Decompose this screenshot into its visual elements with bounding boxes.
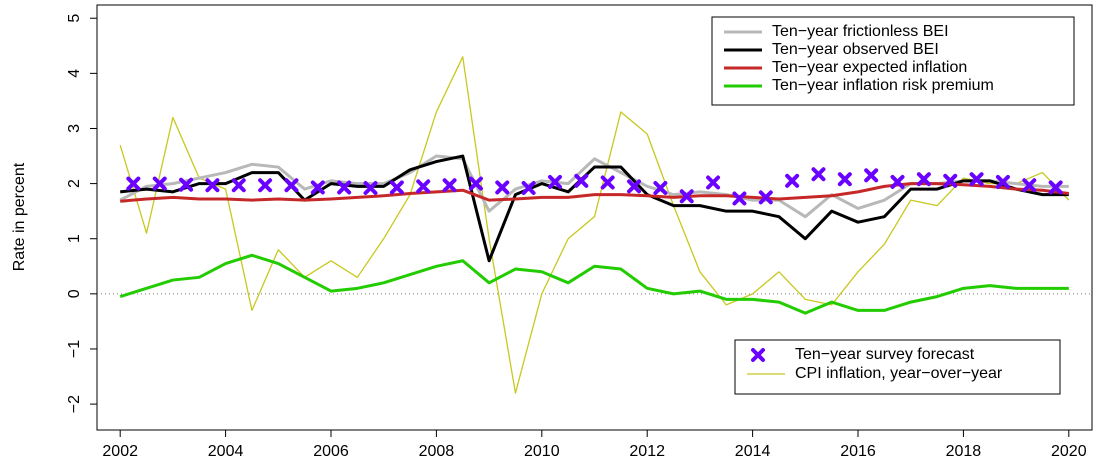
survey-point [126,176,141,191]
y-tick-label: 4 [66,69,83,78]
survey-point [1048,180,1063,195]
x-tick-label: 2004 [208,443,244,460]
x-tick-label: 2016 [840,443,876,460]
survey-point [1022,178,1037,193]
survey-point [837,172,852,187]
survey-point [732,191,747,206]
survey-point [152,176,167,191]
survey-point [785,173,800,188]
series-line [120,182,1069,203]
survey-point [811,167,826,182]
survey-point [943,173,958,188]
legend-swatch [751,348,765,362]
survey-point [389,180,404,195]
x-tick-label: 2006 [313,443,349,460]
y-tick-label: 5 [66,14,83,23]
x-tick-label: 2008 [419,443,455,460]
survey-point [284,178,299,193]
survey-point [179,177,194,192]
survey-point [600,175,615,190]
survey-point [706,175,721,190]
series-line [120,154,1069,263]
y-axis-label: Rate in percent [11,162,28,271]
x-tick-label: 2014 [735,443,771,460]
legend-label: Ten−year observed BEI [772,41,939,58]
survey-point [310,180,325,195]
survey-point [521,181,536,196]
survey-point [205,178,220,193]
plot-frame [96,4,1093,431]
survey-point [916,172,931,187]
series-line [119,253,1069,315]
x-tick-label: 2018 [946,443,982,460]
y-tick-label: 1 [66,234,83,243]
y-tick-label: 3 [66,124,83,133]
survey-point [969,172,984,187]
x-tick-label: 2012 [629,443,665,460]
y-tick-label: −1 [66,340,83,358]
y-tick-label: −2 [66,395,83,413]
survey-point [495,180,510,195]
y-tick-label: 0 [66,289,83,298]
legend-box [711,16,1075,106]
legend-box [734,339,1061,395]
survey-point [995,174,1010,189]
survey-point [258,178,273,193]
survey-point [574,173,589,188]
legend-label: Ten−year expected inflation [772,59,967,76]
legend-label: CPI inflation, year−over−year [795,365,1003,382]
survey-point [337,180,352,195]
survey-point [363,181,378,196]
survey-point [547,174,562,189]
series-line [119,56,1070,394]
survey-point [231,178,246,193]
survey-point [890,174,905,189]
legend-label: Ten−year frictionless BEI [772,23,949,40]
survey-point [416,179,431,194]
survey-point [442,178,457,193]
legend-label: Ten−year inflation risk premium [772,77,994,94]
survey-point [627,179,642,194]
survey-point [679,189,694,204]
legend-label: Ten−year survey forecast [795,346,975,363]
survey-point [864,168,879,183]
x-tick-label: 2020 [1051,443,1087,460]
survey-point [653,181,668,196]
x-tick-label: 2002 [102,443,138,460]
survey-point [758,190,773,205]
x-tick-label: 2010 [524,443,560,460]
survey-point [468,176,483,191]
y-tick-label: 2 [66,179,83,188]
